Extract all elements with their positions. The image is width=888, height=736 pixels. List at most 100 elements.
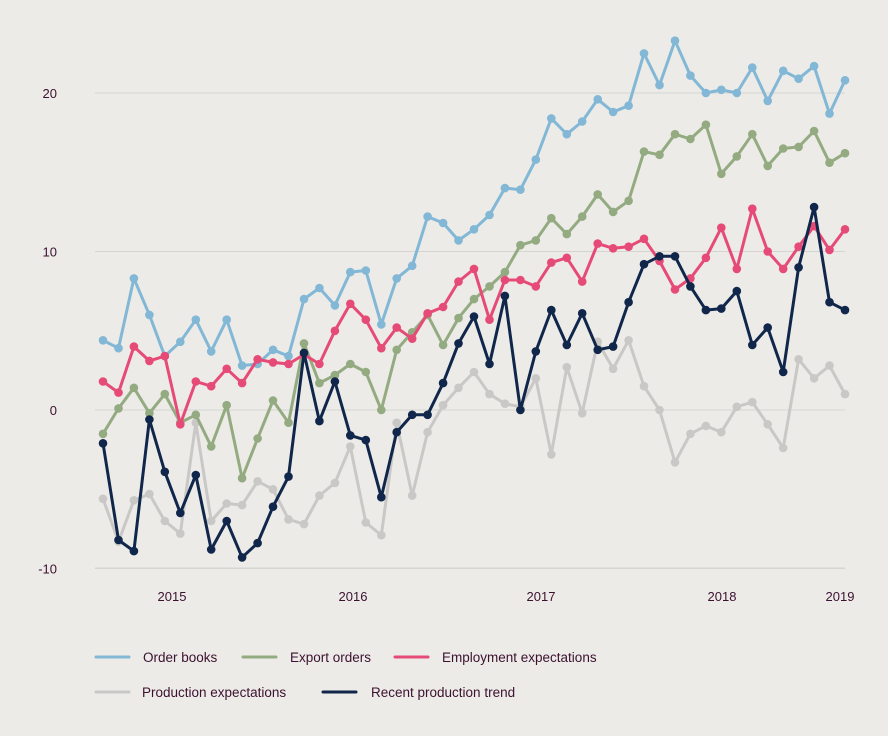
data-point — [655, 405, 664, 415]
data-point — [778, 144, 788, 153]
data-point — [748, 129, 757, 139]
data-point — [330, 326, 340, 336]
data-point — [315, 416, 324, 426]
data-point — [237, 500, 247, 510]
data-point — [407, 491, 417, 500]
data-point — [237, 553, 247, 562]
data-point — [129, 274, 139, 283]
data-point — [577, 408, 587, 418]
data-point — [717, 169, 726, 179]
data-point — [299, 519, 309, 529]
data-point — [423, 410, 432, 420]
data-point — [624, 297, 633, 307]
data-point — [577, 309, 587, 318]
data-point — [547, 213, 556, 223]
data-point — [778, 367, 788, 377]
data-point — [253, 538, 262, 548]
data-point — [809, 202, 819, 212]
data-point — [732, 264, 742, 274]
data-point — [593, 345, 602, 355]
data-point — [577, 117, 587, 126]
data-point — [160, 351, 170, 361]
data-point — [593, 239, 602, 248]
data-point — [655, 251, 664, 261]
data-point — [840, 389, 850, 399]
data-point — [454, 277, 463, 286]
data-point — [253, 355, 262, 364]
x-axis-tick-labels: 2015 2016 2017 2018 2019 — [158, 589, 855, 604]
data-point — [516, 240, 525, 250]
data-point — [717, 223, 726, 232]
data-point — [454, 236, 463, 245]
data-point — [701, 88, 711, 98]
data-point — [268, 485, 278, 494]
data-point — [701, 305, 711, 315]
data-point — [268, 358, 278, 367]
data-point — [145, 489, 154, 499]
data-point — [500, 291, 510, 301]
data-point — [454, 313, 463, 323]
data-point — [423, 212, 432, 221]
data-point — [206, 442, 216, 451]
data-point — [717, 85, 726, 95]
data-point — [129, 383, 139, 393]
data-point — [608, 107, 618, 117]
legend-label: Recent production trend — [371, 685, 515, 700]
data-point — [361, 315, 371, 325]
data-point — [160, 516, 170, 526]
legend: Order books Export orders Employment expec… — [94, 650, 597, 700]
data-point — [516, 185, 525, 194]
series-order-books — [98, 36, 850, 370]
data-point — [284, 351, 293, 361]
data-point — [531, 374, 541, 383]
data-point — [794, 263, 803, 272]
data-point — [222, 364, 231, 374]
data-point — [253, 477, 262, 486]
data-point — [392, 345, 402, 355]
data-point — [315, 378, 324, 388]
data-point — [392, 274, 402, 283]
data-point — [840, 76, 850, 85]
data-point — [670, 36, 680, 45]
data-point — [500, 275, 510, 285]
data-point — [145, 408, 154, 418]
data-point — [639, 49, 649, 58]
data-point — [361, 266, 371, 275]
data-point — [438, 340, 448, 350]
x-tick-label: 2019 — [826, 589, 855, 604]
series-group — [98, 36, 850, 562]
data-point — [624, 196, 633, 206]
data-point — [469, 264, 479, 274]
data-point — [531, 347, 541, 356]
series-employment-expectations — [98, 204, 850, 429]
data-point — [608, 207, 618, 217]
data-point — [222, 400, 231, 410]
data-point — [361, 367, 371, 377]
data-point — [98, 494, 108, 504]
data-point — [778, 66, 788, 76]
data-point — [593, 95, 602, 104]
data-point — [717, 304, 726, 313]
data-point — [145, 356, 154, 366]
data-point — [160, 389, 170, 399]
y-axis-tick-labels: 20 10 0 -10 — [38, 86, 57, 577]
data-point — [485, 210, 494, 220]
data-point — [593, 190, 602, 199]
data-point — [562, 362, 572, 372]
data-point — [114, 388, 123, 397]
data-point — [407, 261, 417, 271]
data-point — [794, 142, 803, 152]
data-point — [206, 347, 216, 356]
data-point — [191, 377, 201, 386]
data-point — [500, 267, 510, 277]
data-point — [547, 305, 556, 315]
data-point — [346, 299, 355, 309]
data-point — [206, 516, 216, 526]
y-tick-label: 0 — [50, 403, 57, 418]
data-point — [206, 381, 216, 391]
data-point — [315, 359, 324, 369]
data-point — [469, 367, 479, 377]
data-point — [392, 323, 402, 332]
data-point — [98, 377, 108, 386]
data-point — [222, 516, 231, 526]
